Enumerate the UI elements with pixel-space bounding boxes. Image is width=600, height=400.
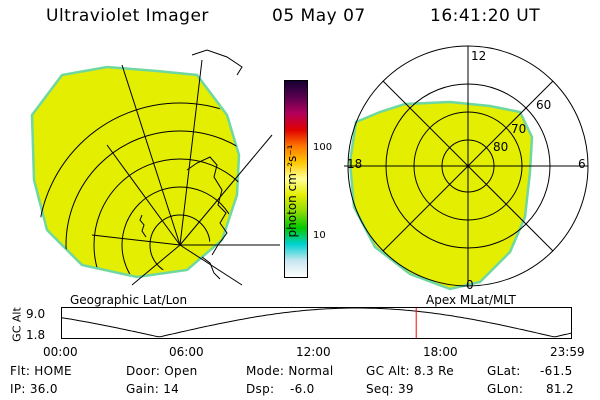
mlat-label-80: 80 <box>493 140 509 154</box>
time-tick-0000: 00:00 <box>43 345 78 359</box>
mlat-label-70: 70 <box>511 122 527 136</box>
glon-value: 81.2 <box>546 382 574 396</box>
ip-status: IP: 36.0 <box>10 382 58 396</box>
glat-label: GLat: <box>487 364 521 378</box>
mlt-label-18: 18 <box>347 157 363 171</box>
magnetic-image <box>344 45 589 291</box>
dsp-value: -6.0 <box>290 382 315 396</box>
altitude-plot <box>61 307 572 339</box>
apex-grid <box>344 45 589 287</box>
sequence-status: Seq: 39 <box>366 382 414 396</box>
time-tick-1200: 12:00 <box>296 345 331 359</box>
colorbar <box>284 80 308 278</box>
door-status: Door: Open <box>126 364 198 378</box>
time-label: 16:41:20 UT <box>430 6 541 26</box>
uv-emission-disk-right <box>348 100 534 291</box>
colorbar-tick-10: 10 <box>313 230 326 241</box>
altitude-ymax: 9.0 <box>26 307 46 321</box>
colorbar-unit-label: photon cm⁻²s⁻¹ <box>285 144 299 238</box>
mlt-label-6: 6 <box>578 157 586 171</box>
mode-status: Mode: Normal <box>246 364 334 378</box>
glon-label: GLon: <box>487 382 524 396</box>
mlt-label-0: 0 <box>466 278 474 292</box>
uv-emission-disk-left <box>30 65 241 279</box>
dsp-label: Dsp: <box>246 382 275 396</box>
time-tick-1800: 18:00 <box>423 345 458 359</box>
altitude-plot-frame <box>61 307 572 339</box>
altitude-axis-label: GC Alt <box>10 307 24 342</box>
geographic-caption: Geographic Lat/Lon <box>70 293 188 307</box>
time-tick-2359: 23:59 <box>550 345 585 359</box>
altitude-curve <box>61 307 572 338</box>
geographic-image <box>30 49 280 286</box>
gc-altitude-status: GC Alt: 8.3 Re <box>366 364 454 378</box>
flight-status: Flt: HOME <box>10 364 72 378</box>
altitude-ymin: 1.8 <box>26 328 46 342</box>
apex-caption: Apex MLat/MLT <box>426 293 516 307</box>
time-tick-0600: 06:00 <box>169 345 204 359</box>
glat-value: -61.5 <box>540 364 573 378</box>
mlat-label-60: 60 <box>536 98 552 112</box>
date-label: 05 May 07 <box>272 6 366 26</box>
instrument-title: Ultraviolet Imager <box>46 6 209 26</box>
gain-status: Gain: 14 <box>126 382 180 396</box>
colorbar-tick-100: 100 <box>313 142 333 153</box>
mlt-label-12: 12 <box>471 49 487 63</box>
